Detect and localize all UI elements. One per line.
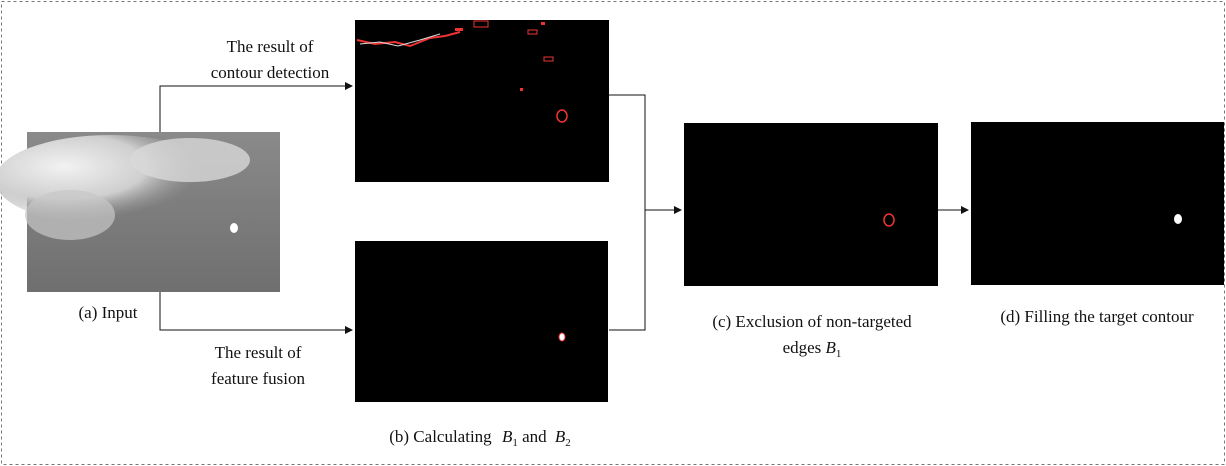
caption-part: B [555,427,566,446]
caption: (d) Filling the target contour [1000,307,1194,326]
caption-part: and [522,427,547,446]
caption-part: B [826,338,837,357]
caption: (c) Exclusion of non-targeted [712,312,912,331]
caption-part: B [502,427,513,446]
caption-part: 1 [836,348,842,360]
filled-image [971,122,1224,285]
edge-label: feature fusion [211,369,305,388]
fusion-image [355,241,608,402]
edge-label: The result of [227,37,314,56]
caption: (b) Calculating B1 and B2 [389,427,571,450]
caption: (a) Input [78,303,137,322]
input-image [0,132,280,292]
caption-part: 1 [512,437,518,449]
caption-part: edges [783,338,822,357]
caption-part: 2 [565,437,571,449]
edge-label: The result of [215,343,302,362]
caption-part: (b) Calculating [389,427,492,446]
edge-label: contour detection [211,63,330,82]
exclusion-image [684,123,938,286]
diagram: (a) Input (b) Calculating B1 and B2 The … [0,0,1226,466]
caption: edges B1 [783,338,842,360]
contour-image [355,20,609,182]
